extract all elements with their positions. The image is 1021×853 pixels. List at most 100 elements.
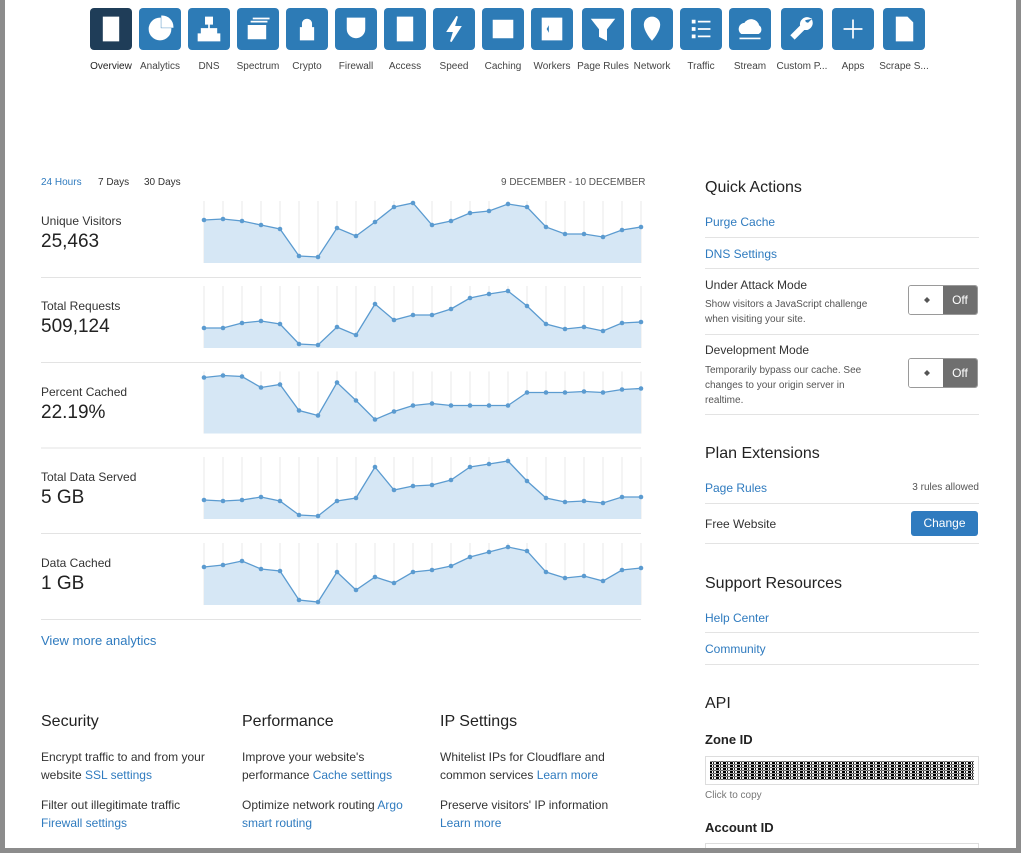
nav-icon[interactable] (582, 8, 624, 50)
nav-label[interactable]: Workers (533, 61, 571, 72)
sparkline-point (201, 217, 207, 223)
sparkline-point (600, 390, 606, 395)
sparkline-point (334, 225, 340, 231)
nav-glyph (541, 17, 563, 41)
nav-icon[interactable] (237, 8, 279, 50)
nav-label[interactable]: Caching (484, 61, 522, 72)
nav-label[interactable]: Access (388, 61, 422, 72)
nav-label[interactable]: Stream (733, 61, 767, 72)
item-text: Filter out illegitimate traffic (41, 798, 181, 812)
nav-icon[interactable] (335, 8, 377, 50)
sparkline-point (600, 500, 606, 506)
item-link[interactable]: Firewall settings (41, 816, 128, 830)
nav-icon[interactable] (90, 8, 132, 50)
plan-label: Free Website (705, 517, 777, 531)
nav-icon[interactable] (433, 8, 475, 50)
sparkline-point (448, 477, 454, 483)
sparkline-point (619, 227, 625, 233)
more-analytics-link[interactable]: View more analytics (41, 633, 157, 648)
sparkline-point (429, 312, 435, 318)
nav-label[interactable]: Overview (90, 61, 132, 72)
nav-icon[interactable] (384, 8, 426, 50)
item-link[interactable]: SSL settings (85, 768, 152, 782)
section-item: Preserve visitors' IP information Learn … (440, 796, 618, 832)
nav-label[interactable]: Speed (439, 61, 469, 72)
nav-icon[interactable] (188, 8, 230, 50)
metric-value: 22.19% (41, 401, 106, 423)
glyph (299, 18, 315, 41)
action-link[interactable]: Purge Cache (705, 215, 776, 229)
support-link[interactable]: Community (705, 642, 766, 656)
sparkline-point (448, 563, 454, 569)
support-link[interactable]: Help Center (705, 611, 770, 625)
extension-link[interactable]: Page Rules (705, 481, 768, 495)
sparkline-point (391, 409, 397, 414)
nav-icon[interactable] (139, 8, 181, 50)
toggle[interactable]: Off (908, 285, 978, 315)
sparkline-point (562, 326, 568, 332)
sparkline-point (562, 390, 568, 395)
nav-icon[interactable] (729, 8, 771, 50)
nav-icon[interactable] (781, 8, 823, 50)
nav-label[interactable]: Traffic (687, 61, 715, 72)
range-tab[interactable]: 24 Hours (41, 177, 82, 188)
nav-icon[interactable] (832, 8, 874, 50)
nav-label[interactable]: Network (633, 61, 671, 72)
nav-icon[interactable] (631, 8, 673, 50)
sparkline-point (543, 390, 549, 395)
sparkline-line (203, 546, 642, 603)
nav-label[interactable]: Apps (841, 61, 865, 72)
nav-label[interactable]: Crypto (292, 61, 322, 72)
sparkline-point (372, 574, 378, 580)
sparkline-point (334, 498, 340, 504)
item-link[interactable]: Cache settings (312, 768, 393, 782)
range-tab[interactable]: 7 Days (98, 177, 130, 188)
sparkline-point (486, 291, 492, 297)
redacted-id (710, 761, 974, 780)
action-link[interactable]: DNS Settings (705, 247, 778, 261)
item-link[interactable]: Learn more (440, 816, 502, 830)
sparkline-point (486, 208, 492, 214)
nav-glyph (590, 18, 616, 41)
sparkline-point (524, 303, 530, 309)
change-button[interactable]: Change (911, 511, 978, 536)
nav-icon[interactable] (680, 8, 722, 50)
section-item: Encrypt traffic to and from your website… (41, 748, 219, 784)
sparkline-point (429, 567, 435, 573)
divider (705, 503, 979, 504)
nav-glyph (843, 19, 863, 39)
nav-label[interactable]: Firewall (338, 61, 374, 72)
nav-label[interactable]: Scrape S... (879, 61, 929, 72)
sparkline-point (258, 494, 264, 500)
range-tab[interactable]: 30 Days (144, 177, 181, 188)
glyph (590, 18, 616, 41)
nav-label[interactable]: Spectrum (236, 61, 280, 72)
sparkline-point (296, 408, 302, 413)
sparkline-point (486, 549, 492, 555)
nav-glyph (895, 16, 914, 42)
nav-icon[interactable] (286, 8, 328, 50)
sparkline-point (505, 288, 511, 294)
nav-label[interactable]: DNS (198, 61, 220, 72)
sparkline-point (239, 320, 245, 326)
glyph (102, 16, 120, 42)
nav-icon[interactable] (482, 8, 524, 50)
toggle-arrows (924, 370, 930, 376)
section-item: Optimize network routing Argo smart rout… (242, 796, 420, 832)
divider (705, 414, 979, 415)
item-text: Preserve visitors' IP information (440, 798, 609, 812)
item-link[interactable]: Learn more (536, 768, 599, 782)
nav-label[interactable]: Analytics (139, 61, 180, 72)
nav-glyph (247, 17, 270, 40)
nav-icon[interactable] (531, 8, 573, 50)
toggle[interactable]: Off (908, 358, 978, 388)
sparkline-point (638, 565, 644, 571)
zone-id-box[interactable] (705, 756, 979, 785)
account-id-box[interactable] (705, 843, 979, 848)
nav-icon[interactable] (883, 8, 925, 50)
sparkline-point (239, 374, 245, 379)
nav-label[interactable]: Custom P... (776, 61, 828, 72)
sparkline-point (505, 403, 511, 408)
nav-label[interactable]: Page Rules (577, 61, 629, 72)
item-link[interactable]: Argo smart routing (242, 798, 403, 830)
